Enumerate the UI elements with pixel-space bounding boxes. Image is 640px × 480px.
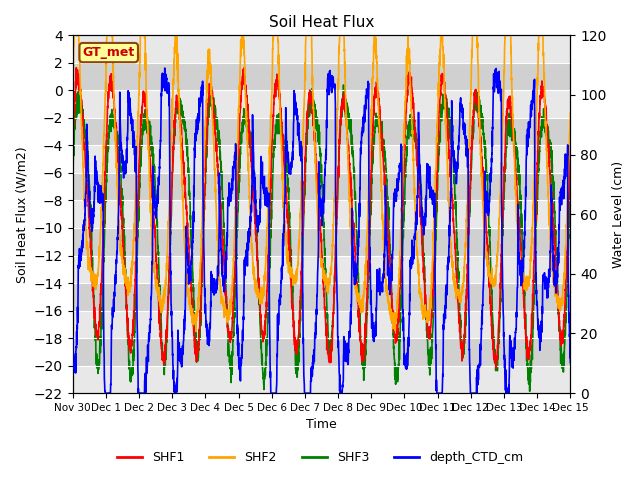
SHF3	[281, 146, 289, 152]
SHF3	[125, 358, 133, 364]
Bar	[73, 283, 570, 311]
depth_CTD_cm	[102, 390, 109, 396]
SHF1	[492, 365, 500, 371]
Bar	[73, 201, 570, 228]
Legend: SHF1, SHF2, SHF3, depth_CTD_cm: SHF1, SHF2, SHF3, depth_CTD_cm	[112, 446, 528, 469]
SHF1	[566, 140, 574, 146]
Y-axis label: Soil Heat Flux (W/m2): Soil Heat Flux (W/m2)	[15, 146, 28, 283]
SHF1	[282, 179, 289, 185]
SHF3	[69, 168, 77, 173]
SHF2	[70, 33, 78, 38]
SHF3	[557, 341, 564, 347]
Line: SHF1: SHF1	[73, 68, 570, 368]
depth_CTD_cm	[557, 200, 564, 206]
Y-axis label: Water Level (cm): Water Level (cm)	[612, 161, 625, 268]
Bar	[73, 228, 570, 255]
SHF3	[503, 131, 511, 136]
depth_CTD_cm	[161, 65, 168, 71]
Bar	[73, 311, 570, 338]
SHF1	[155, 311, 163, 316]
SHF2	[282, 229, 289, 235]
Bar	[73, 145, 570, 173]
Title: Soil Heat Flux: Soil Heat Flux	[269, 15, 374, 30]
SHF2	[69, 89, 77, 95]
SHF1	[69, 149, 77, 155]
SHF3	[260, 375, 268, 381]
SHF1	[504, 113, 511, 119]
depth_CTD_cm	[282, 166, 289, 171]
Bar	[73, 63, 570, 90]
SHF1	[260, 329, 268, 335]
Bar	[73, 90, 570, 118]
Bar	[73, 366, 570, 393]
SHF1	[125, 345, 133, 351]
Line: SHF2: SHF2	[73, 36, 570, 332]
SHF2	[557, 298, 564, 303]
Bar	[73, 36, 570, 63]
Bar	[73, 338, 570, 366]
SHF1	[557, 343, 564, 349]
Text: GT_met: GT_met	[83, 46, 135, 59]
SHF2	[125, 285, 133, 290]
depth_CTD_cm	[504, 390, 511, 396]
Bar	[73, 118, 570, 145]
Bar	[73, 255, 570, 283]
SHF3	[155, 272, 163, 277]
X-axis label: Time: Time	[306, 419, 337, 432]
SHF2	[192, 329, 200, 335]
SHF2	[504, 33, 511, 38]
depth_CTD_cm	[69, 333, 77, 339]
depth_CTD_cm	[260, 183, 268, 189]
Bar	[73, 173, 570, 201]
depth_CTD_cm	[156, 180, 163, 185]
depth_CTD_cm	[566, 360, 574, 365]
SHF2	[566, 110, 574, 116]
SHF1	[241, 65, 248, 71]
SHF3	[340, 82, 348, 88]
SHF2	[156, 294, 163, 300]
depth_CTD_cm	[125, 97, 133, 103]
Line: SHF3: SHF3	[73, 85, 570, 391]
SHF3	[566, 184, 574, 190]
SHF3	[526, 388, 534, 394]
Line: depth_CTD_cm: depth_CTD_cm	[73, 68, 570, 393]
SHF2	[260, 282, 268, 288]
